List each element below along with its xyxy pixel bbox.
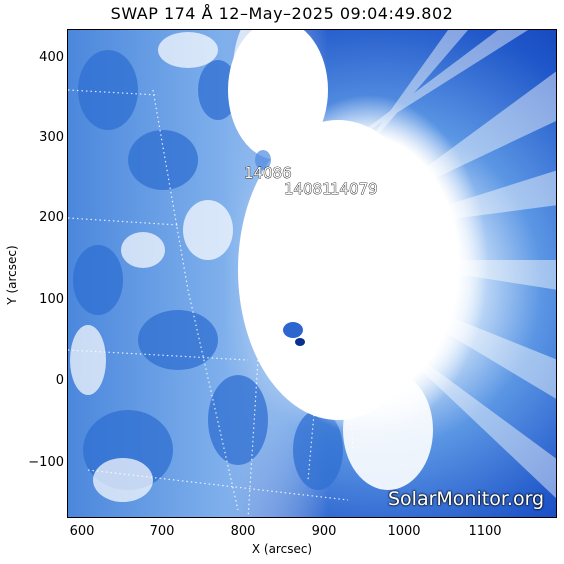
solar-image-panel: 14086 14081 14079 [67,29,557,518]
y-tick-label: −100 [28,455,64,470]
x-tick-label: 1000 [387,524,421,539]
y-tick-label: 300 [39,130,64,145]
x-tick-label: 600 [69,524,95,539]
y-tick-label: 0 [55,373,64,388]
x-tick-label: 700 [149,524,175,539]
active-region-label: 14086 [244,164,292,182]
active-region-label: 14079 [330,180,378,198]
x-tick-label: 800 [230,524,256,539]
active-region-label: 14081 [284,180,332,198]
watermark: SolarMonitor.org [388,488,545,510]
x-tick-label: 900 [311,524,337,539]
x-tick-label: 1100 [468,524,502,539]
y-axis-label: Y (arcsec) [5,245,19,305]
y-tick-label: 100 [39,292,64,307]
x-axis-label: X (arcsec) [251,542,313,556]
image-title: SWAP 174 Å 12–May–2025 09:04:49.802 [110,4,454,23]
y-tick-label: 200 [39,210,64,225]
y-tick-label: 400 [39,50,64,65]
euv-sun-image: 14086 14081 14079 [68,30,556,517]
